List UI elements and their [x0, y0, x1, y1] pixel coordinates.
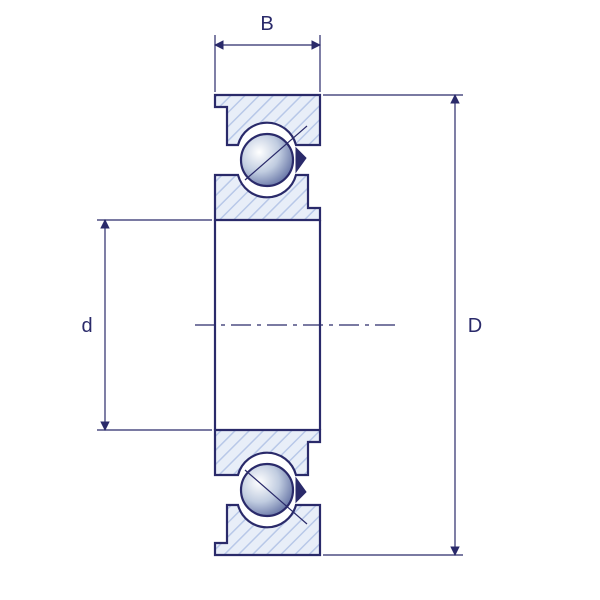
label-B: B [260, 13, 273, 35]
dimension-bore-d: d [81, 220, 212, 430]
label-D: D [468, 315, 482, 337]
label-d: d [81, 315, 92, 337]
dimension-width-B: B [215, 13, 320, 92]
bearing-cross-section: B D d [0, 0, 600, 600]
